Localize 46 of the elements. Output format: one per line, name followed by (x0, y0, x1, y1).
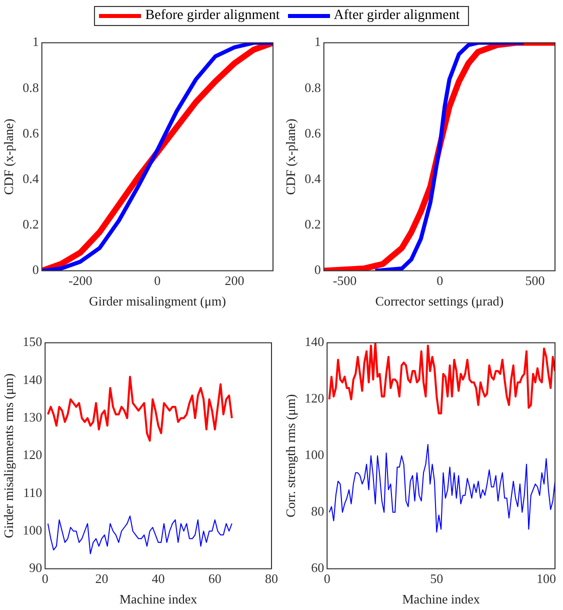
x-axis-title: Girder misalingment (μm) (88, 294, 226, 309)
y-tick-label: 100 (22, 522, 42, 538)
y-tick-label: 140 (304, 334, 324, 350)
y-tick-label: 150 (22, 334, 42, 350)
y-tick-label: 1 (32, 34, 39, 50)
y-tick-label: 0.4 (22, 171, 40, 186)
y-tick-label: 0.6 (22, 125, 40, 140)
y-tick-label: 0.4 (304, 171, 322, 186)
y-tick-label: 120 (304, 390, 324, 406)
y-tick-label: 60 (311, 560, 324, 576)
y-tick-label: 100 (304, 447, 324, 462)
x-axis-title: Machine index (402, 592, 480, 607)
y-tick-label: 0 (32, 262, 39, 278)
y-tick-label: 140 (22, 372, 42, 387)
x-tick-label: 80 (265, 571, 278, 586)
x-tick-label: 100 (536, 571, 556, 586)
legend-label: Before girder alignment (145, 8, 280, 24)
y-axis-title: Girder misalignments rms (μm) (1, 373, 16, 538)
x-tick-label: 20 (95, 571, 108, 586)
x-axis-title: Corrector settings (μrad) (375, 294, 504, 309)
legend-label: After girder alignment (334, 8, 460, 24)
x-tick-label: -200 (68, 273, 92, 288)
y-axis-title: CDF (x-plane) (283, 118, 298, 195)
y-tick-label: 0.2 (22, 216, 39, 232)
y-tick-label: 110 (23, 484, 42, 500)
y-tick-label: 120 (22, 447, 42, 462)
x-tick-label: 0 (436, 273, 444, 288)
y-tick-label: 130 (22, 410, 42, 425)
y-tick-label: 0.6 (304, 125, 322, 140)
x-tick-label: 0 (154, 273, 161, 288)
y-tick-label: 0.2 (304, 216, 321, 232)
y-tick-label: 80 (311, 504, 324, 519)
x-tick-label: 60 (208, 571, 222, 586)
y-tick-label: 90 (29, 560, 42, 576)
y-tick-label: 0.8 (22, 80, 39, 95)
y-tick-label: 1 (314, 34, 321, 50)
y-axis-title: Corr. strength rms (μm) (283, 394, 298, 518)
x-tick-label: 500 (525, 273, 545, 288)
x-tick-label: 50 (430, 571, 444, 586)
y-tick-label: 0.8 (304, 80, 321, 95)
y-tick-label: 0 (314, 262, 321, 278)
x-axis-title: Machine index (119, 592, 198, 607)
y-axis-title: CDF (x-plane) (1, 118, 16, 195)
x-tick-label: 200 (224, 273, 244, 288)
x-tick-label: -500 (332, 273, 357, 288)
x-tick-label: 40 (152, 571, 165, 586)
